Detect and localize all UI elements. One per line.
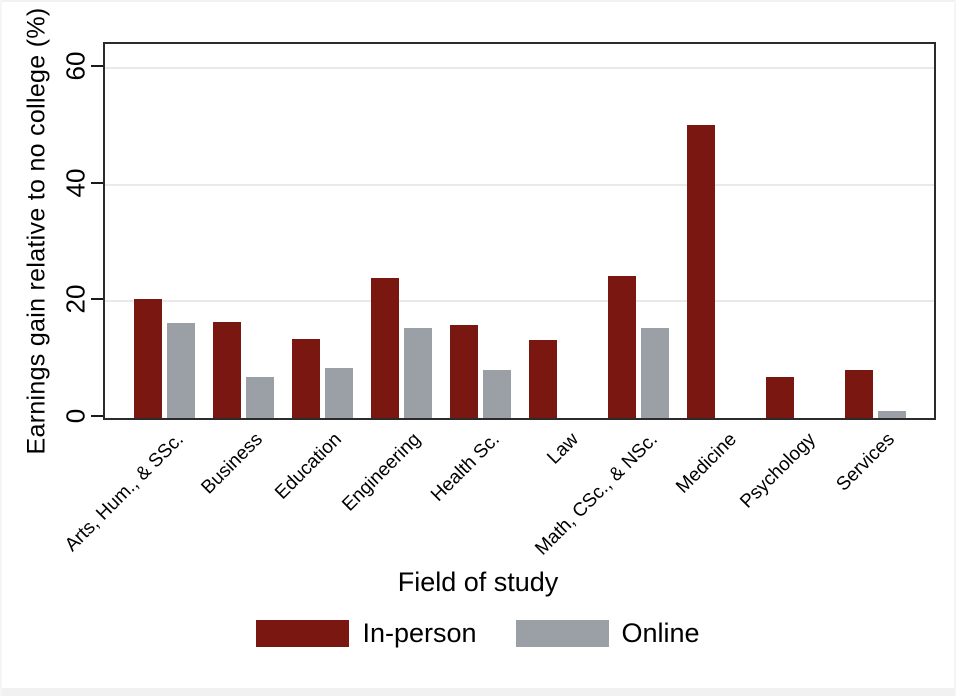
bar-online-3 (324, 368, 353, 418)
bar-in-person-2 (212, 322, 241, 418)
y-tick-label-20: 20 (60, 285, 91, 314)
bar-in-person-7 (607, 276, 636, 418)
bar-online-1 (166, 323, 195, 418)
x-tick-label-5: Health Sc. (426, 429, 504, 506)
bar-online-7 (640, 328, 669, 418)
bar-in-person-6 (528, 340, 557, 418)
bar-online-4 (403, 328, 432, 418)
y-tick-mark-0 (91, 415, 103, 417)
legend: In-person Online (0, 618, 956, 649)
bar-in-person-1 (133, 299, 162, 418)
y-tick-label-60: 60 (60, 51, 91, 81)
bar-in-person-5 (449, 325, 478, 418)
x-axis-title: Field of study (397, 567, 559, 597)
x-tick-label-2: Business (196, 429, 267, 499)
plot-area (103, 42, 936, 420)
bar-online-5 (482, 370, 511, 418)
window-edge-bottom (0, 688, 956, 696)
legend-label-online: Online (621, 618, 700, 648)
window-edge-top (0, 0, 956, 2)
y-axis-title: Earnings gain relative to no college (%) (22, 7, 51, 455)
gridline-20 (105, 300, 934, 303)
legend-label-in-person: In-person (362, 618, 477, 648)
y-tick-mark-20 (91, 298, 103, 301)
bar-in-person-4 (370, 278, 399, 418)
x-tick-label-9: Psychology (735, 429, 820, 513)
bar-in-person-10 (844, 370, 873, 418)
y-tick-mark-40 (91, 181, 103, 184)
bar-online-10 (877, 411, 906, 418)
bar-online-2 (245, 377, 274, 418)
x-tick-label-6: Law (542, 429, 583, 469)
x-tick-label-10: Services (831, 429, 899, 496)
x-tick-label-3: Education (270, 429, 346, 504)
x-tick-label-1: Arts, Hum., & SSc. (60, 429, 188, 556)
gridline-60 (105, 67, 934, 70)
window-edge-left (0, 0, 2, 696)
y-tick-label-0: 0 (60, 408, 91, 424)
bar-in-person-9 (765, 377, 794, 418)
legend-swatch-in-person (256, 620, 350, 647)
bar-in-person-3 (291, 339, 320, 418)
bar-in-person-8 (686, 125, 715, 418)
gridline-40 (105, 183, 934, 186)
y-tick-mark-60 (91, 65, 103, 68)
legend-entry-online: Online (515, 618, 700, 649)
x-tick-label-8: Medicine (671, 429, 741, 498)
x-tick-label-4: Engineering (337, 429, 425, 516)
legend-swatch-online (515, 620, 609, 647)
y-tick-label-40: 40 (60, 168, 91, 198)
window-edge-right (954, 0, 956, 696)
legend-entry-in-person: In-person (256, 618, 477, 649)
